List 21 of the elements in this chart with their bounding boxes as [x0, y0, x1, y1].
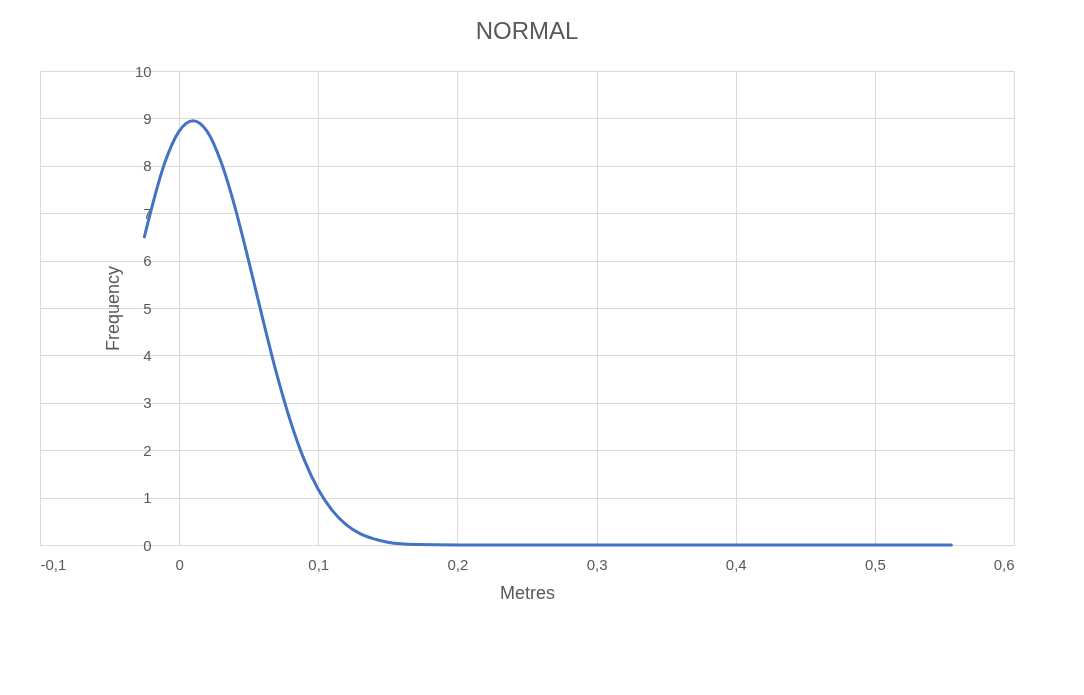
x-tick-label: -0,1 — [40, 555, 67, 573]
y-tick-label: 9 — [143, 109, 152, 127]
y-tick-label: 10 — [134, 62, 152, 80]
x-tick-label: 0,3 — [586, 555, 608, 573]
y-tick-label: 5 — [143, 299, 152, 317]
x-axis-title: Metres — [499, 582, 556, 603]
y-tick-label: 3 — [143, 394, 152, 412]
x-tick-label: 0,5 — [864, 555, 886, 573]
y-axis-title: Frequency — [102, 265, 123, 352]
x-tick-label: 0,6 — [993, 555, 1015, 573]
y-tick-label: 4 — [143, 346, 152, 364]
chart-title: NORMAL — [475, 17, 579, 44]
x-tick-label: 0,4 — [725, 555, 747, 573]
x-tick-label: 0 — [175, 555, 184, 573]
y-tick-label: 2 — [143, 441, 152, 459]
y-tick-label: 6 — [143, 252, 152, 270]
y-tick-label: 1 — [143, 489, 152, 507]
x-tick-label: 0,1 — [308, 555, 330, 573]
x-tick-label: 0,2 — [447, 555, 469, 573]
y-tick-label: 0 — [143, 536, 152, 554]
y-tick-label: 8 — [143, 157, 152, 175]
